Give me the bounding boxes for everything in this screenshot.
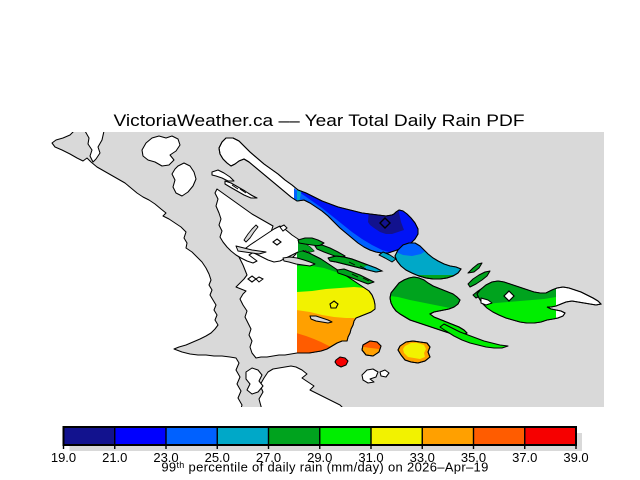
svg-text:19.0: 19.0 xyxy=(51,450,76,465)
svg-text:39.0: 39.0 xyxy=(563,450,588,465)
svg-text:99th percentile of daily rain: 99th percentile of daily rain (mm/day) o… xyxy=(161,460,488,475)
svg-text:21.0: 21.0 xyxy=(102,450,127,465)
svg-text:31.0: 31.0 xyxy=(358,450,383,465)
svg-text:25.0: 25.0 xyxy=(205,450,230,465)
svg-text:VictoriaWeather.ca –– Year Tot: VictoriaWeather.ca –– Year Total Daily R… xyxy=(114,111,525,130)
svg-text:33.0: 33.0 xyxy=(410,450,435,465)
svg-text:35.0: 35.0 xyxy=(461,450,486,465)
svg-text:37.0: 37.0 xyxy=(512,450,537,465)
svg-text:23.0: 23.0 xyxy=(153,450,178,465)
svg-text:29.0: 29.0 xyxy=(307,450,332,465)
svg-text:27.0: 27.0 xyxy=(256,450,281,465)
